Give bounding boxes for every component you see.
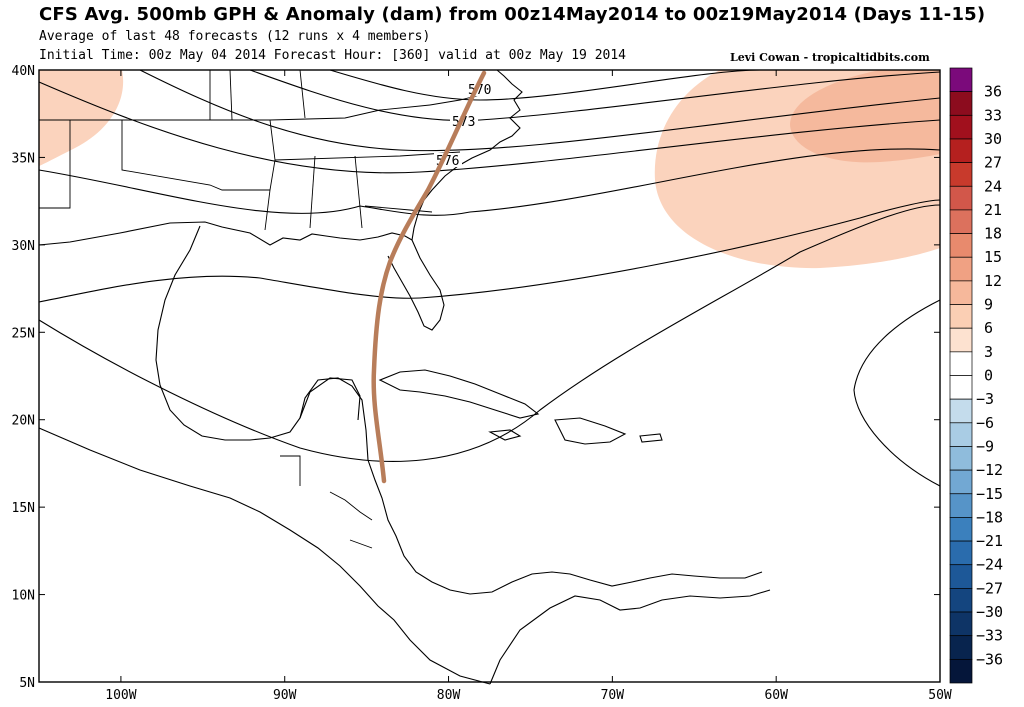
contour-line	[329, 69, 761, 101]
colorbar-swatch	[949, 256, 973, 282]
colorbar-swatch	[949, 209, 973, 234]
lon-label: 90W	[273, 688, 297, 703]
pacific-coast	[38, 427, 491, 685]
lat-label: 25N	[12, 326, 35, 341]
anomaly-shading	[39, 70, 940, 269]
init-time-line: Initial Time: 00z May 04 2014 Forecast H…	[39, 48, 626, 63]
colorbar-swatch	[949, 588, 973, 613]
colorbar-label: 12	[984, 272, 1002, 290]
cuba	[378, 369, 540, 419]
colorbar-label: −3	[976, 390, 994, 408]
lon-label: 70W	[601, 688, 625, 703]
south-america-coast	[489, 589, 771, 685]
positive-anomaly-atlantic-core	[790, 70, 940, 163]
map-frame	[38, 69, 941, 683]
colorbar-label: 15	[984, 248, 1002, 266]
colorbar-label: −27	[976, 579, 1003, 597]
colorbar-label: 36	[984, 83, 1002, 101]
author-credit: Levi Cowan - tropicaltidbits.com	[730, 51, 930, 64]
colorbar-label: 6	[984, 319, 993, 337]
coastlines	[38, 69, 771, 685]
colorbar-label: −24	[976, 556, 1003, 574]
colorbar-swatch	[949, 304, 973, 329]
colorbar-swatch	[949, 185, 973, 211]
colorbar-label: −36	[976, 650, 1003, 668]
colorbar-swatch	[949, 67, 973, 93]
colorbar-label: 21	[984, 201, 1002, 219]
us-gulf-atlantic-coast	[38, 69, 523, 246]
colorbar-swatch	[949, 114, 973, 140]
colorbar-label: 18	[984, 225, 1002, 243]
lon-label: 60W	[764, 688, 788, 703]
forecast-track	[371, 70, 487, 484]
contour-line	[38, 204, 941, 462]
colorbar-swatch	[949, 658, 973, 684]
lat-label: 15N	[12, 501, 35, 516]
colorbar-label: 24	[984, 177, 1002, 195]
lat-label: 5N	[19, 676, 35, 691]
colorbar-swatch	[949, 611, 973, 637]
colorbar-label: −21	[976, 532, 1003, 550]
colorbar-swatch	[949, 422, 973, 447]
hispaniola	[554, 417, 627, 445]
colorbar-swatch	[949, 162, 973, 187]
lat-label: 35N	[12, 151, 35, 166]
colorbar-swatch	[949, 635, 973, 660]
lat-label: 20N	[12, 414, 35, 429]
colorbar-swatch	[949, 446, 973, 471]
colorbar-label: 9	[984, 296, 993, 314]
positive-anomaly-northwest	[39, 70, 124, 166]
contour-line	[38, 148, 941, 216]
colorbar-label: −12	[976, 461, 1003, 479]
mexico-central-america-coast	[155, 225, 763, 595]
lat-label: 30N	[12, 239, 35, 254]
colorbar-label: 3	[984, 343, 993, 361]
colorbar-swatch	[949, 351, 973, 376]
map-subtitle: Average of last 48 forecasts (12 runs x …	[39, 29, 431, 44]
colorbar-label: −30	[976, 603, 1003, 621]
colorbar-swatch	[949, 493, 973, 518]
colorbar-swatch	[949, 564, 973, 589]
colorbar-label: 0	[984, 367, 993, 385]
colorbar-swatch	[949, 469, 973, 495]
colorbar-swatch	[949, 138, 973, 163]
colorbar-swatch	[949, 91, 973, 116]
map-title: CFS Avg. 500mb GPH & Anomaly (dam) from …	[39, 4, 986, 25]
colorbar-label: 30	[984, 130, 1002, 148]
lon-label: 80W	[437, 688, 461, 703]
contour-line	[249, 69, 941, 122]
colorbar-label: −9	[976, 437, 994, 455]
contour-line	[38, 199, 941, 303]
colorbar-swatch	[949, 375, 973, 400]
lon-label: 50W	[928, 688, 952, 703]
jamaica	[488, 429, 522, 441]
colorbar-label: 27	[984, 154, 1002, 172]
colorbar-label: −15	[976, 485, 1003, 503]
colorbar-swatch	[949, 280, 973, 305]
contour-line	[38, 81, 941, 174]
colorbar-swatch	[949, 233, 973, 258]
colorbar-swatch	[949, 398, 973, 424]
colorbar-swatch	[949, 517, 973, 542]
lon-label: 100W	[105, 688, 136, 703]
yucatan	[299, 377, 361, 421]
anomaly-colorbar: 3633302724211815129630−3−6−9−12−15−18−21…	[949, 67, 1003, 684]
florida-peninsula	[387, 239, 445, 331]
lat-label: 40N	[12, 64, 35, 79]
colorbar-label: −33	[976, 627, 1003, 645]
colorbar-swatch	[949, 540, 973, 566]
contour-line	[139, 69, 941, 152]
lat-label: 10N	[12, 589, 35, 604]
puerto-rico	[639, 433, 663, 443]
political-borders	[39, 69, 481, 549]
colorbar-label: −6	[976, 414, 994, 432]
height-contours	[38, 69, 941, 487]
contour-line	[853, 299, 941, 487]
colorbar-swatch	[949, 327, 973, 353]
latitude-axis: 5N 10N 15N 20N 25N 30N 35N 40N	[12, 64, 940, 691]
colorbar-label: 33	[984, 106, 1002, 124]
colorbar-label: −18	[976, 508, 1003, 526]
longitude-axis: 100W 90W 80W 70W 60W 50W	[105, 70, 952, 703]
